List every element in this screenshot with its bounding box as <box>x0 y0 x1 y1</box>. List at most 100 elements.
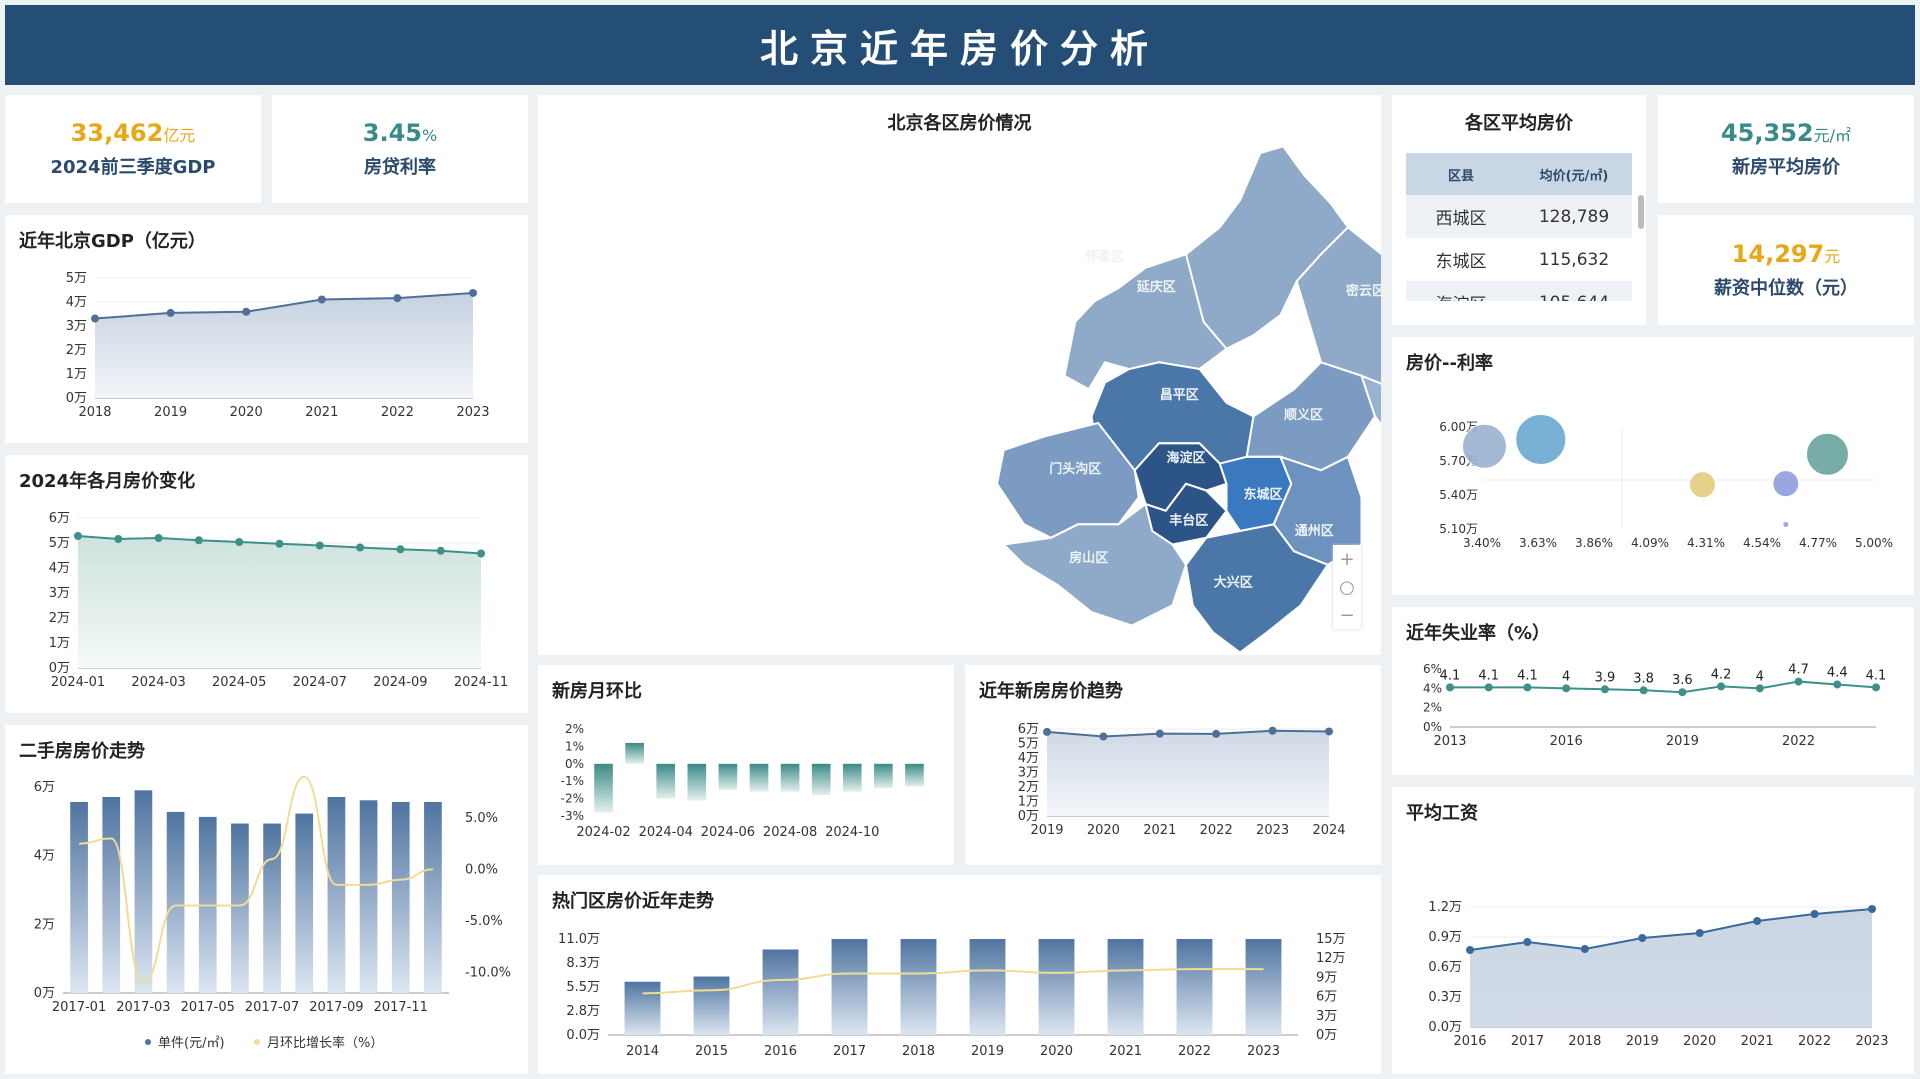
y2-tick-label: -10.0% <box>465 965 511 980</box>
data-label: 3.9 <box>1595 670 1616 685</box>
data-point <box>1794 677 1803 686</box>
map-controls: + ○ − <box>1333 545 1361 629</box>
bar <box>718 763 738 790</box>
data-point <box>436 546 445 555</box>
table-row[interactable]: 海淀区105,644 <box>1406 281 1632 301</box>
y2-tick-label: 3万 <box>1316 1009 1337 1024</box>
salary-chart-title: 平均工资 <box>1406 803 1478 824</box>
bar <box>625 742 644 764</box>
y-tick-label: 1.2万 <box>1428 900 1462 915</box>
data-label: 4.1 <box>1517 668 1538 683</box>
data-point <box>166 308 175 317</box>
y-tick-label: 2万 <box>34 917 55 932</box>
data-point <box>1639 686 1648 695</box>
y-tick-label: 5万 <box>1018 737 1039 752</box>
data-point <box>1833 680 1842 689</box>
x-tick-label: 4.09% <box>1631 536 1669 550</box>
data-point <box>194 536 203 545</box>
new-trend-chart-title: 近年新房房价趋势 <box>979 681 1123 702</box>
district-table-title: 各区平均房价 <box>1465 113 1573 134</box>
dashboard-header: 北京近年房价分析 <box>5 5 1915 85</box>
series-line <box>1046 729 1330 738</box>
district-label: 房山区 <box>1069 550 1108 566</box>
x-tick-label: 4.77% <box>1799 536 1837 550</box>
bubble <box>1805 432 1849 476</box>
bar <box>391 801 410 993</box>
data-point <box>1325 727 1333 736</box>
y-tick-label: 1% <box>565 739 584 753</box>
data-point <box>1695 929 1704 937</box>
bar <box>831 939 868 1035</box>
x-tick-label: 2018 <box>78 405 111 420</box>
mom-chart: -3% -2% -1% 0% 1% 2% 2024-02 2024-04 2024-06 2024… <box>561 722 924 840</box>
x-tick-label: 2019 <box>1030 823 1063 838</box>
table-scrollbar[interactable] <box>1638 195 1644 229</box>
data-point <box>1717 682 1726 691</box>
bar <box>874 763 893 789</box>
district-label: 大兴区 <box>1214 574 1253 590</box>
bar <box>969 939 1006 1035</box>
x-tick-label: 2020 <box>1040 1044 1073 1059</box>
x-tick-label: 2021 <box>1109 1044 1142 1059</box>
second-hand-chart: 0万 2万 4万 6万 -10.0% -5.0% 0.0% 5.0% 2017-01 2017-0… <box>34 775 511 1051</box>
bubble <box>1772 470 1800 498</box>
x-tick-label: 2019 <box>971 1044 1004 1059</box>
data-label: 4.7 <box>1788 663 1809 678</box>
mom-chart-panel: 新房月环比 -3% -2% -1% 0% 1% 2% 2024-02 2024-04 2024-… <box>538 665 954 865</box>
x-tick-label: 2020 <box>1683 1034 1716 1049</box>
salary-kpi-value: 14,297 <box>1731 240 1825 268</box>
table-row[interactable]: 西城区 128,789 <box>1406 195 1632 238</box>
table-cell-price: 105,644 <box>1516 293 1632 302</box>
data-point <box>317 295 326 304</box>
x-tick-label: 2021 <box>1143 823 1176 838</box>
bar <box>905 763 924 787</box>
data-point <box>1446 683 1454 692</box>
district-label: 通州区 <box>1295 523 1334 539</box>
gdp-chart: 0万 1万 2万 3万 4万 5万 2018 2019 2020 2021 2022 2023 <box>66 271 490 420</box>
beijing-district-map[interactable]: 怀柔区延庆区密云区昌平区顺义区平谷区门头沟区海淀区东城区丰台区房山区通州区大兴区 <box>538 95 1381 655</box>
y-tick-label: 0% <box>1423 720 1442 734</box>
monthly-chart-title: 2024年各月房价变化 <box>19 471 196 492</box>
salary-chart: 0.0万 0.3万 0.6万 0.9万 1.2万 2016 2017 2018 2019 2020… <box>1428 900 1888 1049</box>
x-tick-label: 3.40% <box>1463 536 1501 550</box>
x-tick-label: 2024-10 <box>825 825 879 840</box>
data-label: 3.6 <box>1672 673 1693 688</box>
reset-icon[interactable]: ○ <box>1339 576 1355 598</box>
x-tick-label: 3.63% <box>1519 536 1557 550</box>
data-point <box>242 307 251 316</box>
salary-kpi-card: 14,297元 薪资中位数（元） <box>1658 215 1914 325</box>
map-panel: 北京各区房价情况 怀柔区延庆区密云区昌平区顺义区平谷区门头沟区海淀区东城区丰台区… <box>538 95 1381 655</box>
y-tick-label: -2% <box>561 792 584 806</box>
zoom-out-icon[interactable]: − <box>1339 604 1355 626</box>
y-tick-label: 3万 <box>1018 766 1039 781</box>
bar <box>102 796 121 993</box>
data-point <box>1099 732 1108 741</box>
bar <box>656 763 676 799</box>
gdp-chart-title: 近年北京GDP（亿元） <box>19 231 206 252</box>
data-label: 4.4 <box>1827 665 1848 680</box>
salary-chart-panel: 平均工资 0.0万 0.3万 0.6万 0.9万 1.2万 2016 2017 2018 201… <box>1392 787 1914 1074</box>
y-tick-label: 0万 <box>34 986 55 1001</box>
table-row[interactable]: 东城区 115,632 <box>1406 238 1632 281</box>
x-tick-label: 4.54% <box>1743 536 1781 550</box>
data-point <box>477 549 485 558</box>
monthly-chart-panel: 2024年各月房价变化 0万 1万 2万 3万 4万 5万 6万 2024-01 2024-03… <box>5 455 528 713</box>
x-tick-label: 2015 <box>695 1044 728 1059</box>
series-line <box>1450 680 1877 694</box>
hot-chart: 0.0万 2.8万 5.5万 8.3万 11.0万 0万 3万 6万 9万 12万 15万 2014 2… <box>558 932 1346 1059</box>
y-tick-label: 0万 <box>49 661 70 676</box>
y2-tick-label: 12万 <box>1316 951 1346 966</box>
x-tick-label: 2017-01 <box>52 1000 106 1015</box>
zoom-in-icon[interactable]: + <box>1339 548 1355 570</box>
data-label: 3.8 <box>1633 671 1654 686</box>
district-1 <box>1182 145 1350 351</box>
y-tick-label: -1% <box>561 774 584 788</box>
bar <box>166 811 185 993</box>
legend-marker <box>254 1039 260 1045</box>
district-table[interactable]: 区县 均价(元/㎡) 西城区 128,789 东城区 115,632 海淀区105,64… <box>1406 153 1632 301</box>
y-tick-label: 1万 <box>49 636 70 651</box>
x-tick-label: 2018 <box>1568 1034 1601 1049</box>
data-point <box>74 532 82 540</box>
x-tick-label: 2019 <box>1626 1034 1659 1049</box>
